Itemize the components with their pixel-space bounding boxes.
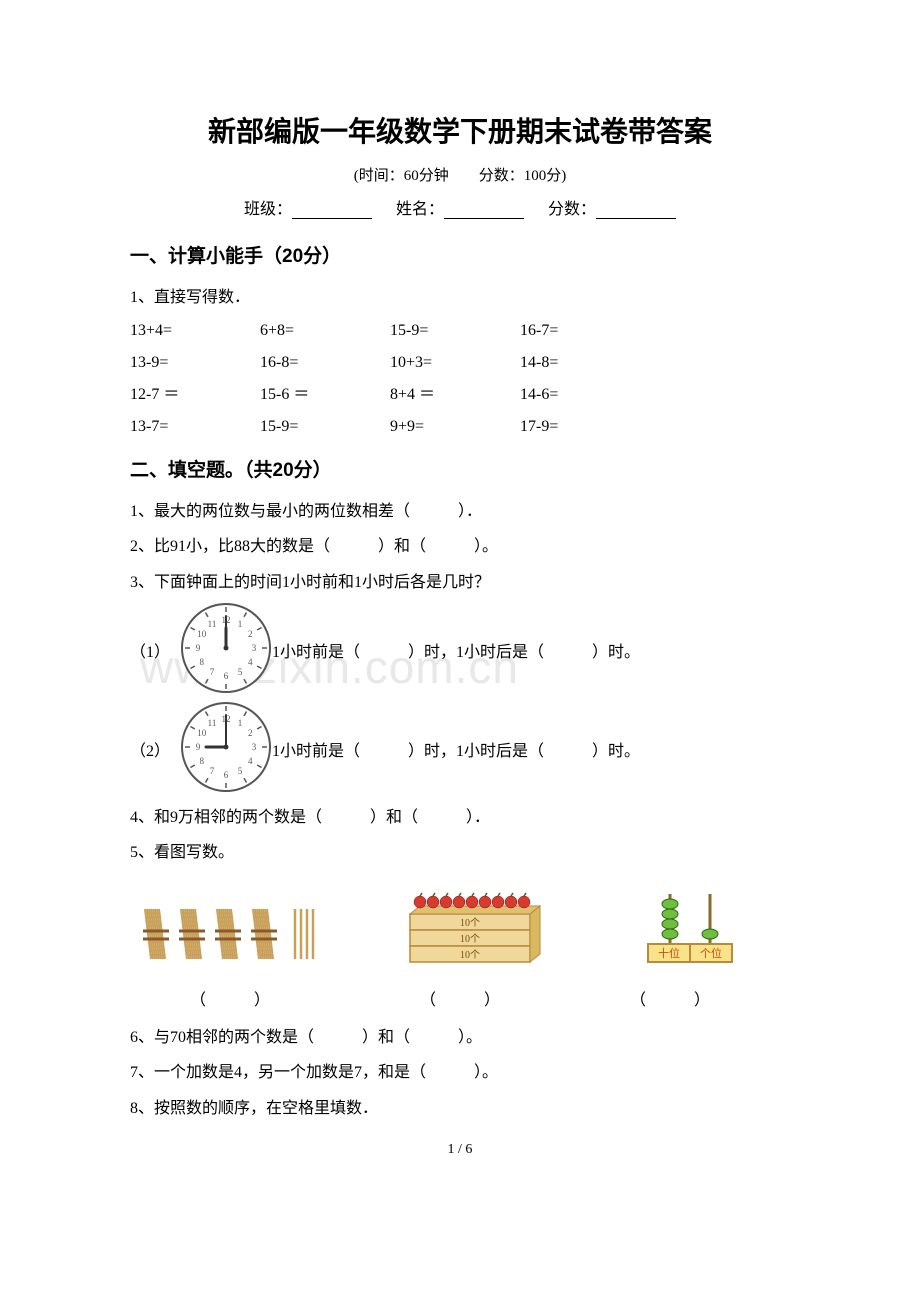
- svg-text:2: 2: [248, 728, 253, 738]
- calc-cell: 14-8=: [520, 347, 650, 379]
- svg-text:4: 4: [248, 657, 253, 667]
- calc-cell: 17-9=: [520, 411, 650, 443]
- calc-cell: 14-6=: [520, 379, 650, 411]
- calc-rows: 13+4=6+8=15-9=16-7=13-9=16-8=10+3=14-8=1…: [130, 315, 790, 443]
- calc-cell: 15-6 ＝: [260, 379, 390, 411]
- svg-text:10个: 10个: [460, 933, 480, 945]
- q2-5: 5、看图写数。: [130, 835, 790, 870]
- calc-cell: 9+9=: [390, 411, 520, 443]
- clock-1-icon: 121234567891011: [180, 602, 272, 699]
- abacus-figure: 十位 个位: [610, 884, 770, 974]
- calc-row: 13-7=15-9=9+9=17-9=: [130, 411, 790, 443]
- svg-text:6: 6: [224, 671, 229, 681]
- q1-1: 1、直接写得数．: [130, 280, 790, 315]
- box-figure: 10个 10个 10个: [370, 884, 570, 974]
- calc-cell: 13-9=: [130, 347, 260, 379]
- score-label: 分数：: [548, 201, 596, 218]
- svg-text:2: 2: [248, 629, 253, 639]
- svg-text:10个: 10个: [460, 949, 480, 961]
- svg-text:10: 10: [197, 629, 207, 639]
- calc-cell: 10+3=: [390, 347, 520, 379]
- calc-cell: 16-8=: [260, 347, 390, 379]
- figures-row: 10个 10个 10个 十位 个位: [130, 884, 790, 974]
- q2-7: 7、一个加数是4，另一个加数是7，和是（ ）。: [130, 1055, 790, 1090]
- svg-text:8: 8: [200, 756, 205, 766]
- svg-text:9: 9: [196, 742, 201, 752]
- figure-labels: （ ） （ ） （ ）: [130, 986, 790, 1010]
- name-blank[interactable]: [444, 201, 524, 219]
- fig-label-1: （ ）: [130, 986, 330, 1010]
- q3b-text: 1小时前是（ ）时，1小时后是（ ）时。: [272, 737, 640, 761]
- calc-row: 13-9=16-8=10+3=14-8=: [130, 347, 790, 379]
- calc-row: 12-7 ＝15-6 ＝8+4 ＝14-6=: [130, 379, 790, 411]
- svg-text:个位: 个位: [700, 946, 722, 960]
- svg-text:3: 3: [252, 742, 257, 752]
- svg-text:10个: 10个: [460, 917, 480, 929]
- svg-text:4: 4: [248, 756, 253, 766]
- q2-2: 2、比91小，比88大的数是（ ）和（ ）。: [130, 529, 790, 564]
- section1-head: 一、计算小能手（20分）: [130, 241, 790, 268]
- subtitle: (时间：60分钟 分数：100分): [130, 164, 790, 185]
- q2-3: 3、下面钟面上的时间1小时前和1小时后各是几时？: [130, 565, 790, 600]
- svg-text:8: 8: [200, 657, 205, 667]
- q2-6: 6、与70相邻的两个数是（ ）和（ ）。: [130, 1020, 790, 1055]
- svg-text:5: 5: [238, 766, 243, 776]
- section2-head: 二、填空题。（共20分）: [130, 455, 790, 482]
- calc-cell: 6+8=: [260, 315, 390, 347]
- svg-text:10: 10: [197, 728, 207, 738]
- page-title: 新部编版一年级数学下册期末试卷带答案: [130, 110, 790, 150]
- svg-text:6: 6: [224, 770, 229, 780]
- q3a-text: 1小时前是（ ）时，1小时后是（ ）时。: [272, 638, 640, 662]
- fig-label-2: （ ）: [360, 986, 560, 1010]
- clock-line-1: （1） 121234567891011 1小时前是（ ）时，1小时后是（ ）时。: [130, 602, 790, 699]
- q2-8: 8、按照数的顺序，在空格里填数．: [130, 1091, 790, 1126]
- page-number: 1 / 6: [0, 1142, 920, 1158]
- calc-cell: 12-7 ＝: [130, 379, 260, 411]
- name-label: 姓名：: [396, 201, 444, 218]
- calc-cell: 13+4=: [130, 315, 260, 347]
- svg-text:1: 1: [238, 619, 243, 629]
- calc-cell: 8+4 ＝: [390, 379, 520, 411]
- info-line: 班级： 姓名： 分数：: [130, 195, 790, 219]
- q2-1: 1、最大的两位数与最小的两位数相差（ ）．: [130, 494, 790, 529]
- svg-text:十位: 十位: [658, 946, 680, 960]
- sticks-figure: [130, 899, 330, 974]
- svg-text:3: 3: [252, 643, 257, 653]
- svg-text:5: 5: [238, 667, 243, 677]
- calc-cell: 16-7=: [520, 315, 650, 347]
- calc-row: 13+4=6+8=15-9=16-7=: [130, 315, 790, 347]
- q3b-pre: （2）: [130, 737, 180, 761]
- clock-line-2: （2） 121234567891011 1小时前是（ ）时，1小时后是（ ）时。: [130, 701, 790, 798]
- clock-2-icon: 121234567891011: [180, 701, 272, 798]
- q3a-pre: （1）: [130, 638, 180, 662]
- score-blank[interactable]: [596, 201, 676, 219]
- svg-text:1: 1: [238, 718, 243, 728]
- svg-text:7: 7: [210, 667, 215, 677]
- svg-text:7: 7: [210, 766, 215, 776]
- svg-text:11: 11: [208, 718, 217, 728]
- calc-cell: 13-7=: [130, 411, 260, 443]
- calc-cell: 15-9=: [260, 411, 390, 443]
- calc-cell: 15-9=: [390, 315, 520, 347]
- q2-4: 4、和9万相邻的两个数是（ ）和（ ）．: [130, 800, 790, 835]
- fig-label-3: （ ）: [590, 986, 750, 1010]
- svg-text:11: 11: [208, 619, 217, 629]
- svg-text:9: 9: [196, 643, 201, 653]
- class-blank[interactable]: [292, 201, 372, 219]
- class-label: 班级：: [244, 201, 292, 218]
